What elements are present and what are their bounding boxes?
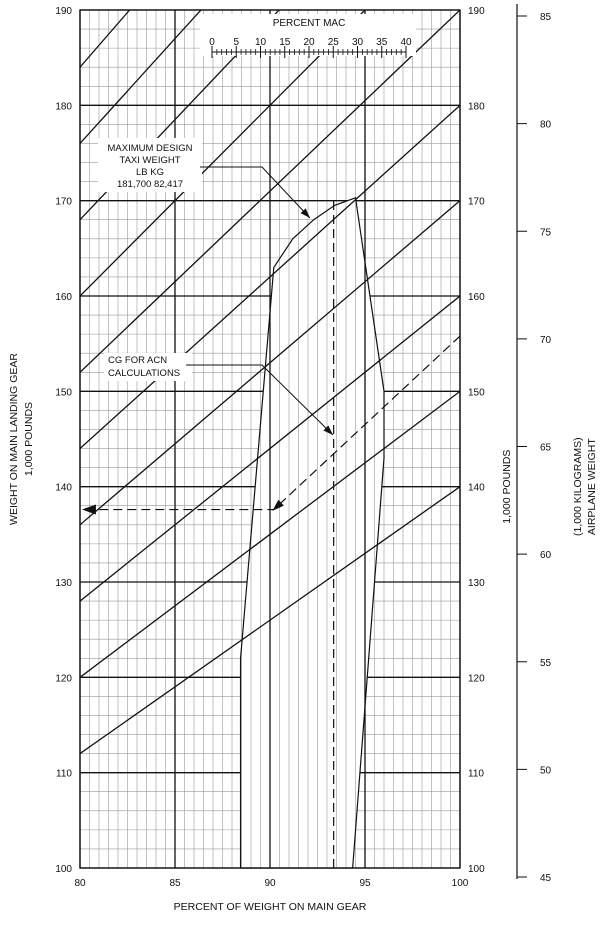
left-y-tick-label: 110 (56, 769, 72, 780)
left-y-axis-title-line1: WEIGHT ON MAIN LANDING GEAR (8, 353, 20, 525)
cg-for-acn-label-background (104, 353, 192, 381)
inner-right-y-tick-label: 100 (468, 864, 485, 875)
inner-right-y-tick-label: 150 (468, 387, 485, 398)
inner-right-y-tick-label: 170 (468, 197, 485, 208)
x-axis-title: PERCENT OF WEIGHT ON MAIN GEAR (174, 901, 367, 913)
x-tick-label: 85 (169, 878, 181, 889)
inner-right-y-tick-label: 130 (468, 578, 485, 589)
x-tick-label: 95 (359, 878, 371, 889)
inner-right-y-tick-label: 180 (468, 101, 485, 112)
airplane-weight-line (80, 200, 460, 526)
inner-right-y-tick-label: 190 (468, 6, 485, 17)
kg-axis-tick-label: 85 (540, 12, 552, 23)
cg-envelope-outline (239, 196, 385, 869)
x-axis-tick-labels: 80 85 90 95 100 (74, 878, 468, 889)
airplane-weight-line (80, 10, 460, 373)
left-y-tick-label: 130 (55, 578, 72, 589)
left-y-tick-label: 120 (55, 673, 72, 684)
example-end-arrowhead (81, 504, 96, 515)
mac-tick-label: 5 (233, 37, 239, 48)
kg-axis-tick-label: 55 (540, 658, 552, 669)
inner-right-y-tick-label: 160 (468, 292, 485, 303)
max-design-taxi-weight-label-background (98, 138, 202, 192)
inner-right-y-tick-label: 140 (468, 483, 485, 494)
far-right-axis-title-line1: (1,000 KILOGRAMS) (572, 437, 584, 536)
airplane-weight-line (80, 390, 460, 678)
x-tick-label: 100 (452, 878, 469, 889)
inner-right-y-tick-label: 110 (468, 769, 484, 780)
left-y-axis-tick-labels: 100 110 120 130 140 150 160 170 180 190 (55, 6, 72, 875)
kg-axis-tick-label: 45 (540, 873, 552, 884)
left-y-tick-label: 150 (55, 387, 72, 398)
example-mid-arrowhead (272, 499, 284, 511)
airplane-weight-kg-axis: 45 50 55 60 65 70 75 80 85 (516, 4, 552, 884)
inner-right-y-tick-label: 120 (468, 673, 485, 684)
max-taxi-label-line: 181,700 82,417 (117, 179, 183, 190)
mac-tick-label: 15 (279, 37, 291, 48)
left-y-tick-label: 140 (55, 483, 72, 494)
max-taxi-label-line: LB KG (136, 167, 164, 178)
max-taxi-label-line: TAXI WEIGHT (119, 155, 180, 166)
cg-for-acn-label: CG FOR ACN CALCULATIONS (108, 355, 180, 379)
kg-axis-tick-label: 65 (540, 443, 552, 454)
max-taxi-label-line: MAXIMUM DESIGN (108, 143, 193, 154)
cg-for-acn-arrowhead (323, 425, 333, 435)
far-right-axis-title-line2: AIRPLANE WEIGHT (586, 438, 598, 535)
airplane-weight-line (80, 486, 460, 755)
mac-tick-label: 10 (255, 37, 267, 48)
kg-axis-tick-label: 60 (540, 550, 552, 561)
cg-envelope-fill (240, 197, 384, 869)
cg-acn-label-line: CALCULATIONS (108, 368, 180, 379)
inner-right-y-axis-tick-labels: 100 110 120 130 140 150 160 170 180 190 (468, 6, 485, 875)
kg-axis-tick-label: 70 (540, 335, 552, 346)
left-y-tick-label: 100 (55, 864, 72, 875)
kg-axis-tick-label: 75 (540, 227, 552, 238)
percent-mac-scale: PERCENT MAC 0 5 10 15 20 25 30 35 40 (200, 14, 416, 58)
airplane-weight-line (80, 10, 202, 144)
left-y-tick-label: 190 (55, 6, 72, 17)
left-y-axis-title-line2: 1,000 POUNDS (23, 402, 35, 476)
kg-axis-tick-label: 80 (540, 120, 552, 131)
max-design-taxi-weight-arrowhead (300, 208, 310, 218)
left-y-tick-label: 170 (55, 197, 72, 208)
x-tick-label: 90 (264, 878, 276, 889)
mac-tick-label: 0 (209, 37, 215, 48)
example-path (81, 335, 461, 515)
max-design-taxi-weight-leader (200, 166, 311, 219)
mac-tick-label: 25 (328, 37, 340, 48)
airplane-weight-line (80, 295, 460, 602)
mac-tick-label: 35 (376, 37, 388, 48)
percent-mac-title: PERCENT MAC (273, 18, 346, 29)
cg-for-acn-leader (186, 364, 334, 436)
left-y-tick-label: 160 (55, 292, 72, 303)
x-tick-label: 80 (74, 878, 86, 889)
cg-acn-label-line: CG FOR ACN (108, 355, 167, 366)
kg-axis-tick-label: 50 (540, 765, 552, 776)
mac-tick-label: 20 (303, 37, 315, 48)
plot-frame (79, 9, 461, 869)
left-y-tick-label: 180 (55, 101, 72, 112)
mac-tick-label: 40 (400, 37, 412, 48)
inner-right-y-axis-title: 1,000 POUNDS (501, 450, 513, 524)
airplane-weight-line (80, 104, 460, 450)
airplane-weight-line (80, 10, 366, 297)
mac-tick-label: 30 (352, 37, 364, 48)
